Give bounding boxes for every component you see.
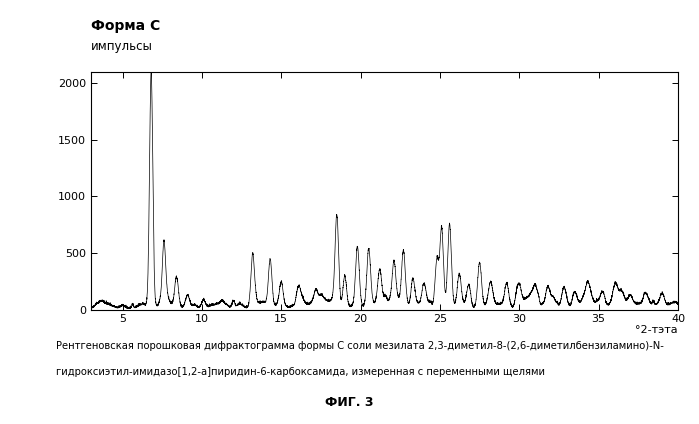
Text: ФИГ. 3: ФИГ. 3 [325, 396, 374, 410]
Text: °2-тэта: °2-тэта [635, 325, 678, 335]
Text: Рентгеновская порошковая дифрактограмма формы С соли мезилата 2,3-диметил-8-(2,6: Рентгеновская порошковая дифрактограмма … [56, 341, 664, 351]
Text: гидроксиэтил-имидазо[1,2-а]пиридин-6-карбоксамида, измеренная с переменными щеля: гидроксиэтил-имидазо[1,2-а]пиридин-6-кар… [56, 367, 545, 377]
Text: Форма С: Форма С [91, 19, 160, 33]
Text: импульсы: импульсы [91, 40, 153, 53]
